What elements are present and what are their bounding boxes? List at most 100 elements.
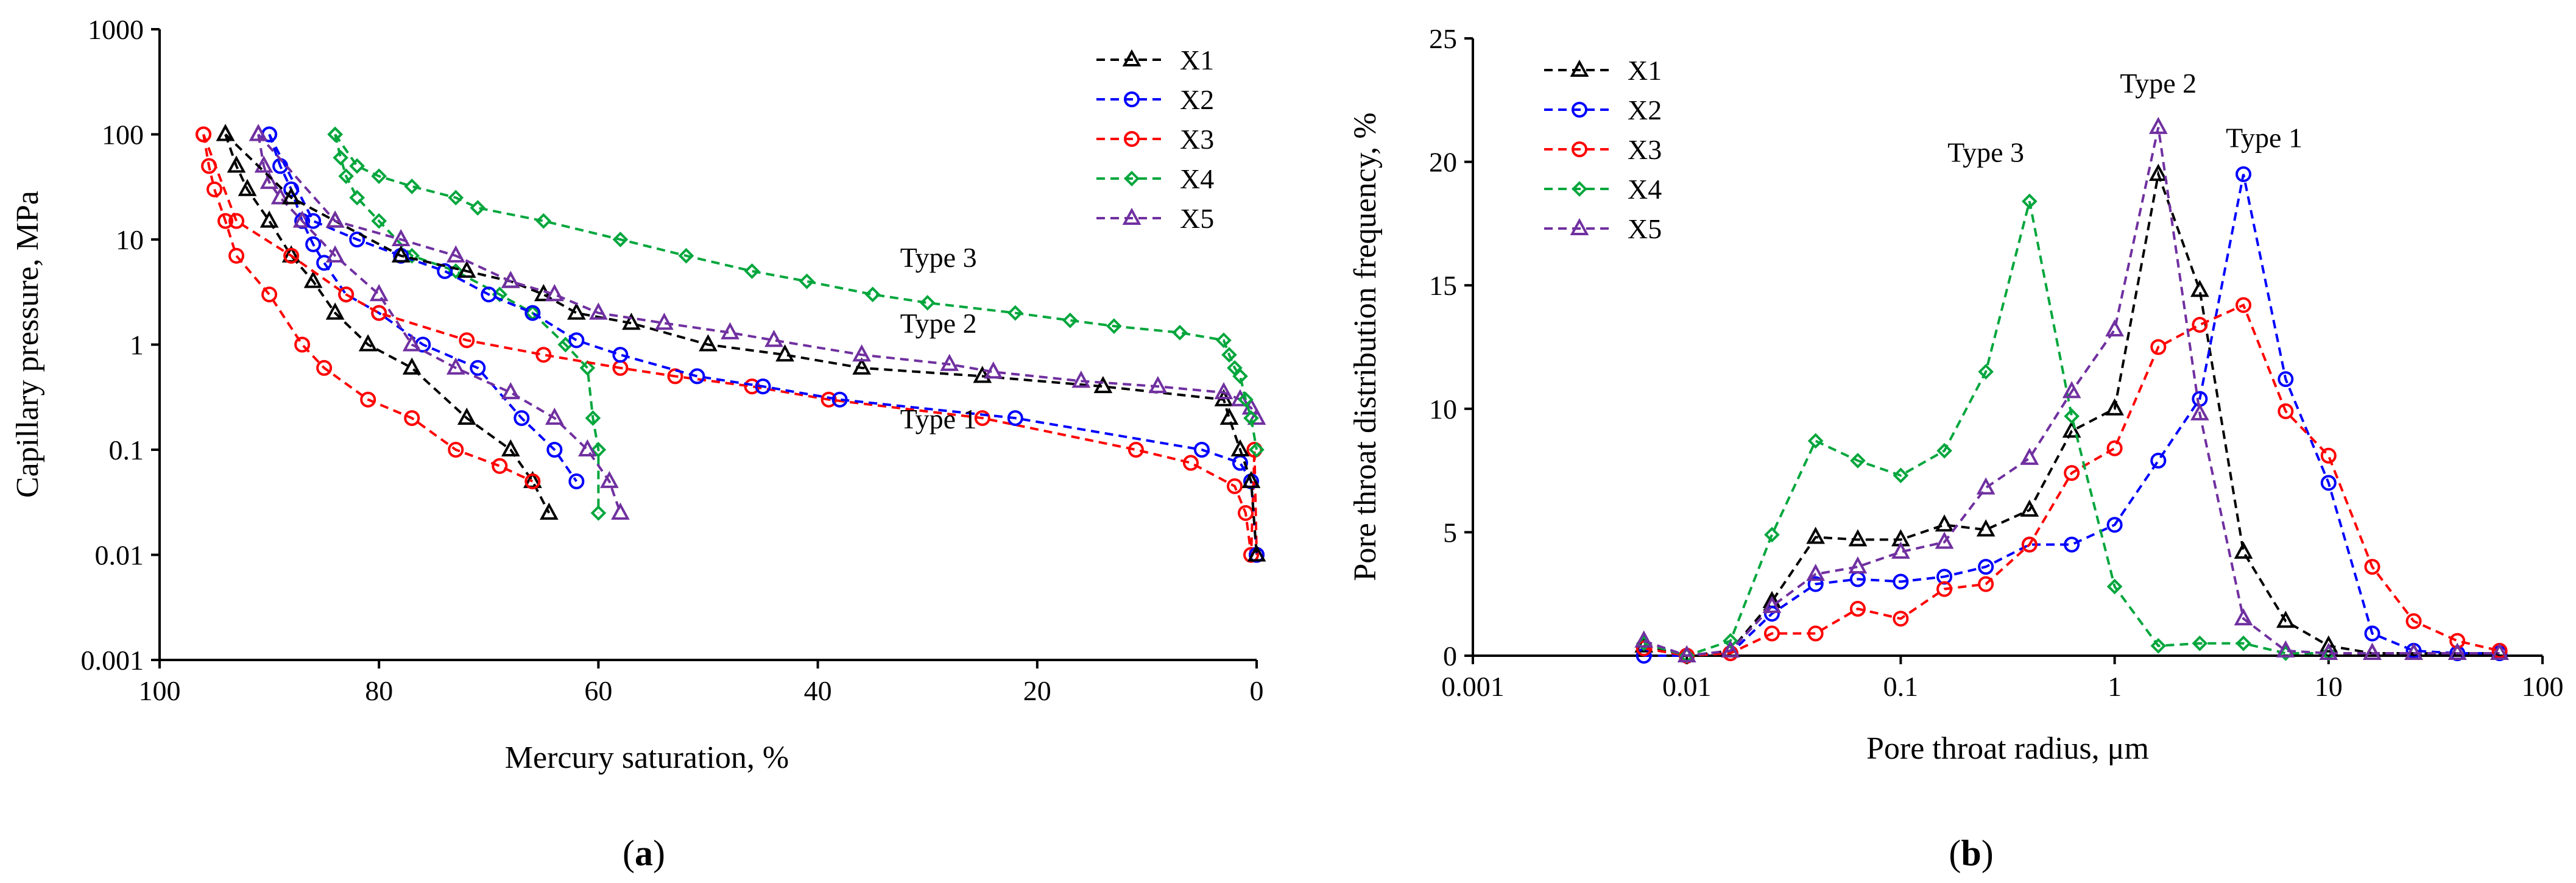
chart-a-point xyxy=(568,473,585,489)
chart-a-legend-label-x1: X1 xyxy=(1180,44,1214,76)
chart-a-point xyxy=(539,502,559,520)
chart-a-series-x4-type-3-branch xyxy=(327,126,1265,458)
chart-b-point xyxy=(2105,319,2124,337)
chart-a-point xyxy=(578,439,597,456)
chart-b-point xyxy=(2235,166,2252,182)
chart-a-point xyxy=(238,179,257,196)
chart-a-point xyxy=(303,271,323,288)
chart-a-point xyxy=(568,332,585,349)
chart-a-point xyxy=(831,391,848,408)
chart-panel-a: 0.001 0.01 0.1 1 10 100 1000 100 80 60 40 20 0 Type… xyxy=(10,14,1266,873)
chart-a-point xyxy=(402,357,422,375)
chart-b-point xyxy=(2278,403,2294,419)
chart-a-line-x1 xyxy=(224,133,551,514)
chart-a-point xyxy=(974,410,990,427)
chart-a-line-x5-type-2-branch xyxy=(257,133,1258,419)
chart-a-point xyxy=(545,407,564,425)
chart-a-point xyxy=(612,347,629,363)
chart-b-point xyxy=(1976,477,1996,495)
chart-a-xtick-label: 0 xyxy=(1250,675,1264,706)
chart-a-point xyxy=(391,245,411,263)
chart-b-panel-letter: b xyxy=(1961,833,1981,873)
chart-b-point xyxy=(2064,465,2080,481)
chart-b-y-ticks: 0 5 10 15 20 25 xyxy=(1429,23,1473,672)
chart-b-ytick-label: 15 xyxy=(1429,270,1457,301)
chart-b-point xyxy=(1978,559,1994,575)
chart-b-point xyxy=(2150,637,2167,654)
chart-a-point xyxy=(481,286,497,303)
chart-a-legend: X1 X2 X3 X4 X5 xyxy=(1096,44,1214,234)
chart-a-point xyxy=(744,263,760,279)
chart-b-point xyxy=(1762,595,1782,613)
chart-a-point xyxy=(567,302,586,320)
chart-a-legend-marker-x5 xyxy=(1122,207,1142,225)
chart-a-annotation-type-1: Type 1 xyxy=(900,403,977,434)
chart-a-point xyxy=(1238,391,1254,408)
chart-a-point xyxy=(371,168,387,184)
chart-a-point xyxy=(755,378,771,395)
chart-a-point xyxy=(600,470,619,488)
chart-a-xtick-label: 60 xyxy=(584,675,612,706)
chart-a-point xyxy=(524,473,541,489)
chart-a-point xyxy=(501,271,520,288)
chart-a-point xyxy=(1148,375,1168,394)
chart-b-point xyxy=(1976,519,1996,537)
chart-a-point xyxy=(689,368,705,385)
chart-a-annotation-type-2: Type 2 xyxy=(900,308,977,339)
chart-b-point xyxy=(1807,576,1824,592)
chart-b-ylabel: Pore throat distribution frequency, % xyxy=(1348,112,1383,581)
chart-a-point xyxy=(371,305,387,321)
chart-b-point xyxy=(1936,442,1952,459)
chart-a-point xyxy=(316,360,333,376)
chart-a-point xyxy=(1249,442,1265,458)
chart-b-xtick-label: 10 xyxy=(2315,671,2343,702)
chart-b-annotation-type-3: Type 3 xyxy=(1947,137,2024,168)
chart-a-point xyxy=(325,245,345,263)
chart-b-point xyxy=(2235,297,2252,313)
chart-a-point xyxy=(1172,325,1188,341)
chart-a-line-x3 xyxy=(202,134,534,483)
chart-b-point xyxy=(1806,527,1826,544)
chart-b-point xyxy=(2234,541,2253,559)
chart-b-point xyxy=(1978,576,1994,592)
chart-a-point xyxy=(349,232,365,247)
chart-b-point xyxy=(1634,630,1654,648)
chart-a-point xyxy=(655,313,674,330)
chart-a-point xyxy=(283,247,300,264)
chart-b-point xyxy=(2405,613,2422,629)
chart-b-point xyxy=(1893,611,1909,627)
chart-a-point xyxy=(371,213,387,229)
chart-a-point xyxy=(259,171,279,190)
chart-b-point xyxy=(2192,635,2208,651)
chart-a-xtick-label: 40 xyxy=(804,675,832,706)
chart-a-point xyxy=(678,247,694,264)
chart-b-legend-label-x4: X4 xyxy=(1628,174,1662,205)
chart-b-point xyxy=(2062,381,2081,399)
chart-b-ytick-label: 25 xyxy=(1429,23,1457,54)
chart-b-point xyxy=(2404,642,2423,660)
chart-a-point xyxy=(457,407,476,425)
chart-a-point xyxy=(249,124,268,141)
chart-a-point xyxy=(402,334,422,352)
chart-b-x-ticks: 0.001 0.01 0.1 1 10 100 xyxy=(1441,656,2564,702)
chart-a-point xyxy=(984,361,1003,379)
chart-a-line-x1-type-2-branch xyxy=(224,133,1258,555)
chart-a-xtick-label: 100 xyxy=(139,675,181,706)
chart-a-series-x1-type-2-branch xyxy=(216,124,1266,562)
chart-a-point xyxy=(196,126,212,143)
chart-b-point xyxy=(2447,642,2467,660)
chart-a-point xyxy=(448,442,464,458)
chart-b-point xyxy=(2062,420,2081,438)
chart-a-point xyxy=(1219,407,1239,425)
chart-a-xtick-label: 20 xyxy=(1023,675,1051,706)
chart-a-annotations: Type 3 Type 2 Type 1 xyxy=(900,242,977,434)
chart-b-annotations: Type 3 Type 2 Type 1 xyxy=(1947,68,2303,168)
chart-a-point xyxy=(524,305,541,321)
chart-a-point xyxy=(611,502,630,520)
chart-b-point xyxy=(1848,529,1868,547)
chart-a-point xyxy=(1241,470,1261,488)
chart-a-point xyxy=(535,347,552,363)
chart-a-point xyxy=(622,313,641,330)
chart-a-point xyxy=(546,442,563,458)
chart-a-point xyxy=(404,410,420,427)
